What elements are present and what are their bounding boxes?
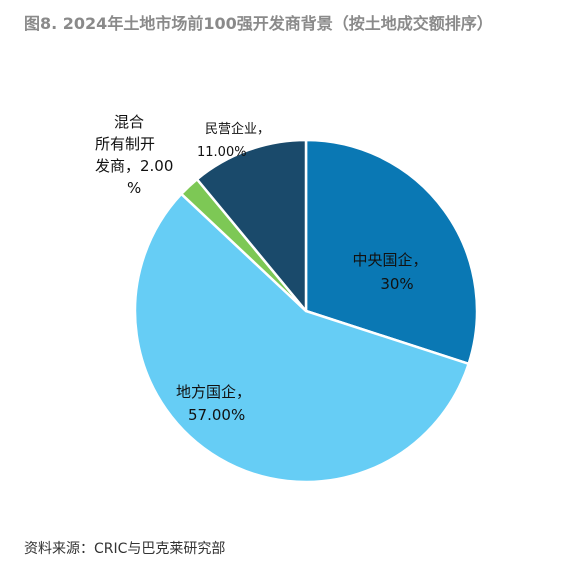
slice-private: [195, 138, 308, 313]
label-local-soe-line2: 57.00%: [188, 406, 245, 424]
label-central-soe-line1: 中央国企，: [352, 251, 427, 269]
chart-title: 图8. 2024年土地市场前100强开发商背景（按土地成交额排序）: [24, 14, 493, 33]
slice-local-soe: [133, 192, 470, 484]
label-mixed-line2: 所有制开: [95, 135, 155, 153]
slice-central-soe: [304, 138, 479, 366]
label-central-soe-line2: 30%: [380, 275, 413, 293]
pie-slices: [133, 138, 479, 484]
source-note: 资料来源：CRIC与巴克莱研究部: [24, 541, 226, 557]
label-local-soe-line1: 地方国企，: [176, 383, 251, 401]
label-private-line2: 11.00%: [197, 145, 247, 160]
label-private-line1: 民营企业，: [205, 121, 270, 137]
label-mixed-line1: 混合: [114, 113, 144, 131]
label-mixed-line3: 发商，2.00: [95, 157, 173, 175]
label-mixed-line4: %: [127, 179, 141, 197]
